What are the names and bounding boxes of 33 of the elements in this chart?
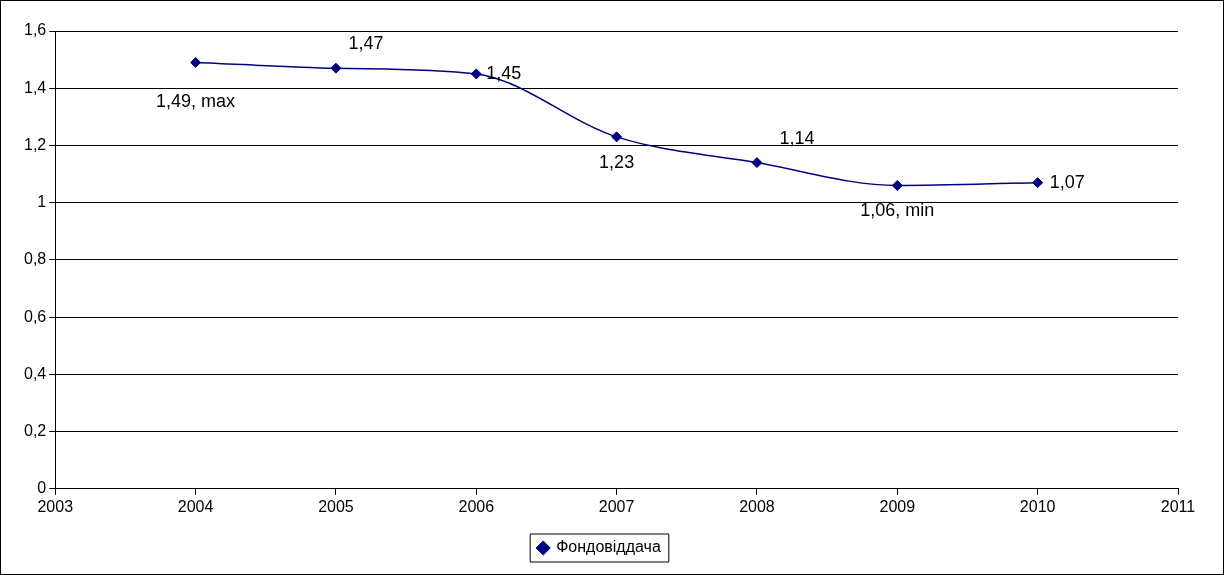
- data-label: 1,07: [1049, 171, 1085, 192]
- y-tick-label: 0: [37, 479, 47, 497]
- data-label: 1,23: [599, 151, 635, 172]
- point: [190, 56, 202, 68]
- data-label: 1,45: [486, 62, 522, 83]
- x-tick-label: 2004: [177, 497, 214, 515]
- y-tick-label: 0,4: [23, 364, 47, 382]
- y-tick-label: 1,6: [23, 21, 47, 39]
- legend-label: Фондовіддача: [556, 538, 661, 556]
- x-tick-label: 2008: [739, 497, 775, 515]
- x-tick-label: 2005: [318, 497, 354, 515]
- x-tick-label: 2006: [458, 497, 495, 515]
- y-tick-label: 0,8: [23, 250, 47, 268]
- data-label: 1,47: [348, 33, 384, 54]
- point: [611, 131, 623, 143]
- y-tick-label: 0,2: [23, 421, 47, 439]
- point: [1032, 177, 1044, 189]
- data-label: 1,14: [779, 127, 815, 148]
- y-tick-label: 1,4: [23, 78, 47, 96]
- point: [470, 68, 482, 80]
- x-tick-label: 2003: [37, 497, 74, 515]
- x-tick-label: 2011: [1160, 497, 1196, 515]
- data-label: 1,06, min: [860, 200, 935, 221]
- x-tick-label: 2009: [879, 497, 916, 515]
- y-tick-label: 1,2: [23, 135, 47, 153]
- x-tick-label: 2007: [598, 497, 635, 515]
- point: [330, 62, 342, 74]
- point: [891, 180, 903, 192]
- data-label: 1,49, max: [156, 91, 236, 112]
- point: [751, 157, 763, 169]
- y-tick-label: 1: [37, 193, 47, 211]
- y-tick-label: 0,6: [23, 307, 47, 325]
- x-tick-label: 2010: [1019, 497, 1056, 515]
